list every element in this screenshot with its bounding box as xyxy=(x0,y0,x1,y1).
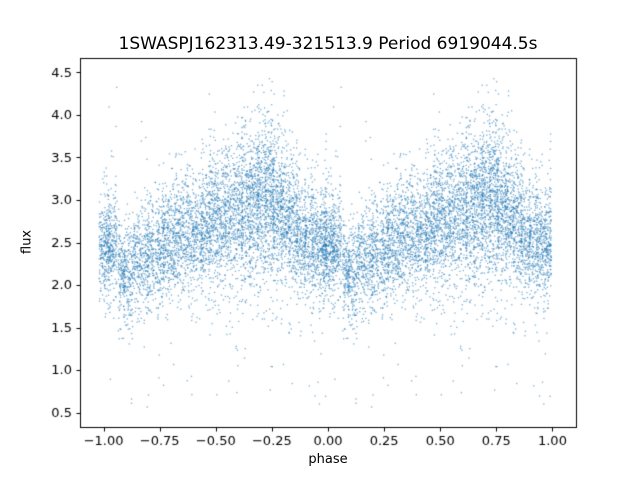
x-axis-label: phase xyxy=(308,452,348,467)
y-axis-label: flux xyxy=(19,229,35,255)
chart-title: 1SWASPJ162313.49-321513.9 Period 6919044… xyxy=(118,34,538,54)
